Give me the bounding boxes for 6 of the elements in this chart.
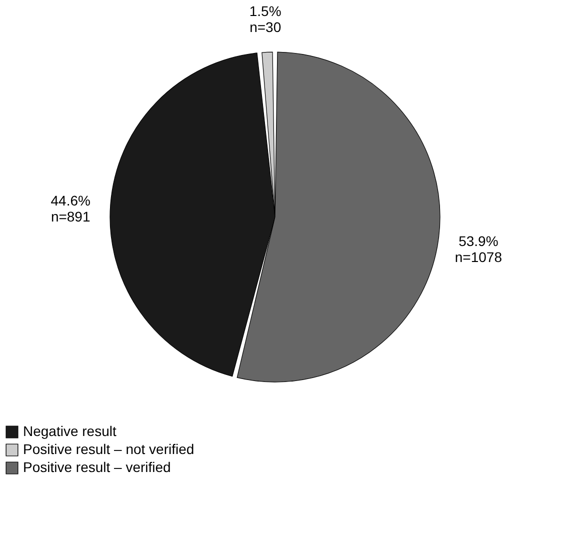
data-label: 53.9% n=1078 bbox=[454, 233, 502, 266]
legend-label: Negative result bbox=[23, 423, 116, 439]
data-label: 44.6% n=891 bbox=[50, 192, 90, 224]
legend-label: Positive result – not verified bbox=[23, 441, 194, 457]
legend-label: Positive result – verified bbox=[23, 459, 171, 475]
data-label: 1.5% n=30 bbox=[249, 3, 282, 36]
